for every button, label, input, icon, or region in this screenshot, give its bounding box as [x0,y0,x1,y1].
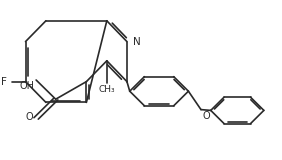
Text: O: O [202,111,210,121]
Text: N: N [133,37,141,47]
Text: F: F [1,77,7,87]
Text: OH: OH [20,81,35,91]
Text: CH₃: CH₃ [98,85,115,94]
Text: O: O [26,112,33,122]
